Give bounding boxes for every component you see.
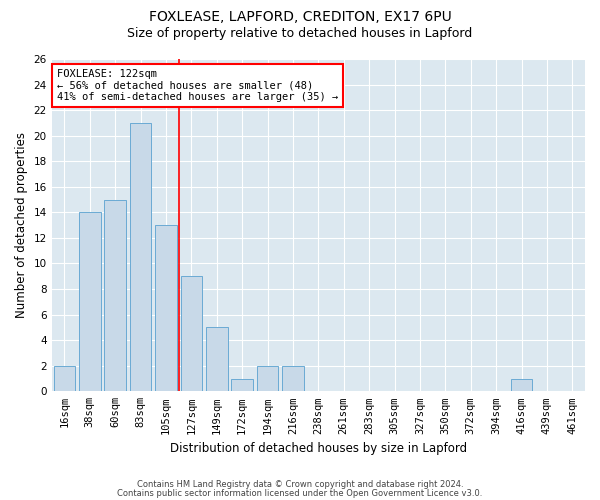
Bar [53,366,75,392]
Bar [511,378,532,392]
Text: FOXLEASE: 122sqm
← 56% of detached houses are smaller (48)
41% of semi-detached : FOXLEASE: 122sqm ← 56% of detached house… [57,69,338,102]
Bar [181,276,202,392]
Bar [130,123,151,392]
Bar [257,366,278,392]
Text: Contains HM Land Registry data © Crown copyright and database right 2024.: Contains HM Land Registry data © Crown c… [137,480,463,489]
Bar [206,328,227,392]
Bar [104,200,126,392]
Text: Size of property relative to detached houses in Lapford: Size of property relative to detached ho… [127,28,473,40]
Bar [155,225,177,392]
Text: FOXLEASE, LAPFORD, CREDITON, EX17 6PU: FOXLEASE, LAPFORD, CREDITON, EX17 6PU [149,10,451,24]
Bar [282,366,304,392]
Y-axis label: Number of detached properties: Number of detached properties [15,132,28,318]
Text: Contains public sector information licensed under the Open Government Licence v3: Contains public sector information licen… [118,488,482,498]
X-axis label: Distribution of detached houses by size in Lapford: Distribution of detached houses by size … [170,442,467,455]
Bar [232,378,253,392]
Bar [79,212,101,392]
